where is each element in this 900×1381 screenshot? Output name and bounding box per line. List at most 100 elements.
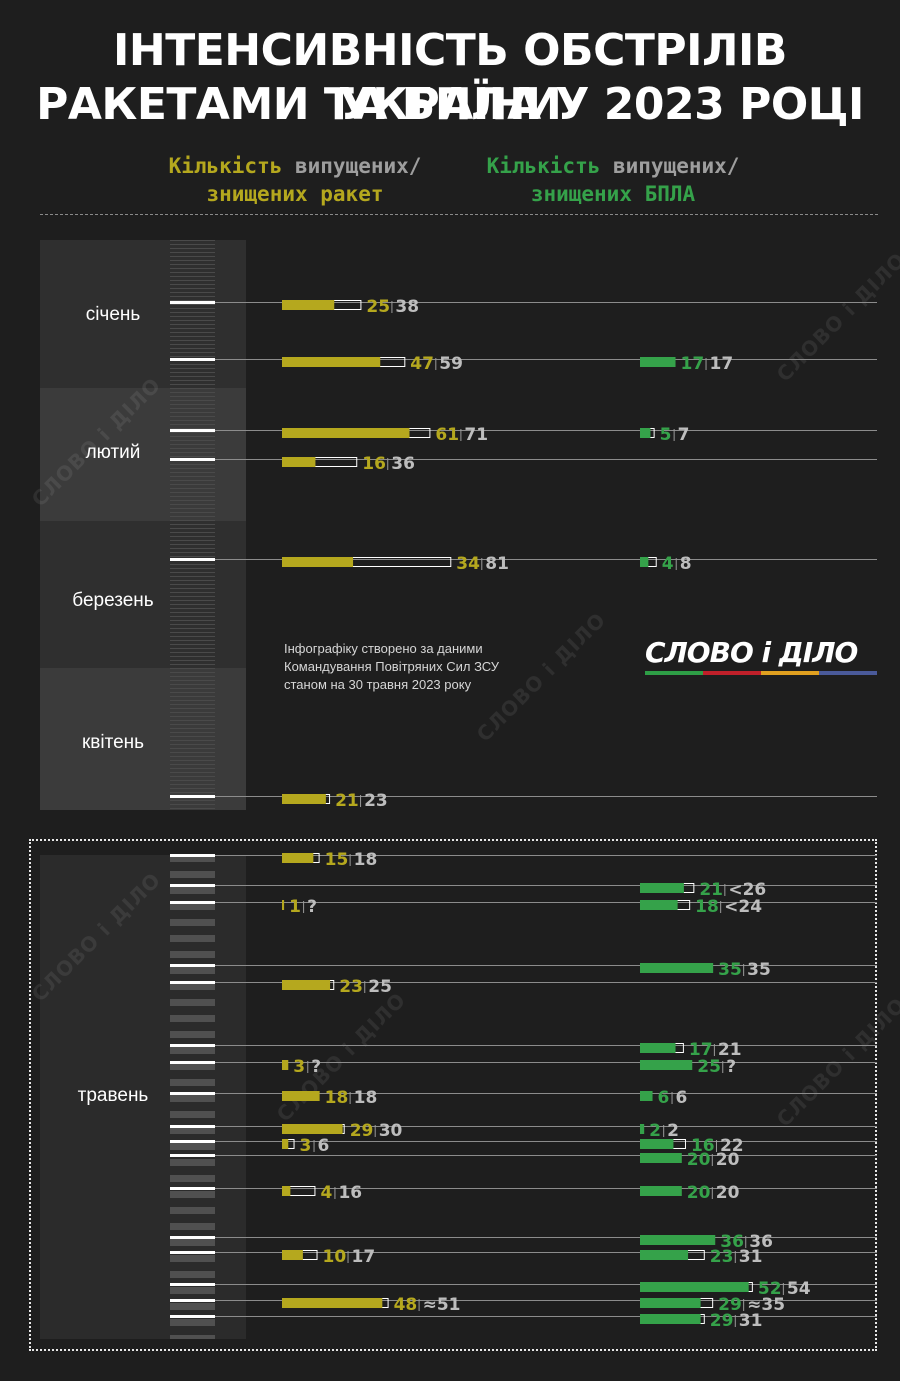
drone-value-divider — [705, 358, 707, 370]
drone-launched-label: 17 — [710, 354, 734, 374]
drone-value-divider — [743, 964, 745, 976]
attack-day-tick — [170, 1315, 215, 1318]
drone-destroyed-bar — [640, 1124, 645, 1134]
attack-day-tick — [170, 1251, 215, 1254]
attack-day-tick — [170, 884, 215, 887]
missile-value-divider — [391, 301, 393, 313]
drone-destroyed-bar — [640, 1314, 701, 1324]
attack-day-tick — [170, 1092, 215, 1095]
missile-launched-label: 17 — [352, 1247, 376, 1267]
missile-destroyed-label: 3 — [293, 1057, 305, 1077]
missile-destroyed-label: 21 — [335, 791, 359, 811]
missile-launched-label: 59 — [439, 354, 463, 374]
logo-stripe-segment — [761, 671, 819, 675]
logo-stripe-segment — [819, 671, 877, 675]
day-ruler-may — [170, 855, 215, 1339]
drone-value-divider — [720, 901, 722, 913]
legend-missiles: Кількість випущених/ знищених ракет — [150, 152, 440, 208]
missile-launched-label: 18 — [354, 1088, 378, 1108]
missile-destroyed-label: 23 — [339, 977, 363, 997]
missile-destroyed-bar — [282, 1250, 303, 1260]
drone-destroyed-bar — [640, 1282, 749, 1292]
missile-destroyed-bar — [282, 428, 410, 438]
missile-destroyed-bar — [282, 980, 331, 990]
day-ruler-jan-apr — [170, 240, 215, 810]
missile-value-divider — [307, 1061, 309, 1073]
drone-destroyed-label: 20 — [687, 1183, 711, 1203]
attack-day-tick — [170, 301, 215, 304]
attack-day-tick — [170, 458, 215, 461]
missile-value-divider — [347, 1251, 349, 1263]
missile-value-divider — [435, 358, 437, 370]
drone-value-divider — [734, 1315, 736, 1327]
attack-day-tick — [170, 901, 215, 904]
attack-day-tick — [170, 795, 215, 798]
drone-destroyed-bar — [640, 1250, 689, 1260]
drone-launched-label: 8 — [680, 554, 692, 574]
may-highlight-frame — [29, 839, 877, 1351]
drone-launched-label: <24 — [724, 897, 762, 917]
attack-day-tick — [170, 964, 215, 967]
brand-logo: СЛОВО і ДІЛО — [645, 636, 877, 675]
drone-destroyed-bar — [640, 1060, 693, 1070]
drone-destroyed-bar — [640, 428, 651, 438]
missile-value-divider — [374, 1125, 376, 1137]
source-note-line2: Командування Повітряних Сил ЗСУ — [284, 659, 500, 674]
attack-day-tick — [170, 1283, 215, 1286]
missile-launched-label: ≈51 — [423, 1295, 461, 1315]
drone-value-divider — [663, 1125, 665, 1137]
missile-launched-label: 81 — [485, 554, 509, 574]
missile-destroyed-label: 4 — [320, 1183, 332, 1203]
drone-value-divider — [675, 558, 677, 570]
missile-destroyed-label: 25 — [366, 297, 390, 317]
missile-launched-label: 16 — [338, 1183, 362, 1203]
missile-launched-label: ? — [311, 1057, 321, 1077]
drone-destroyed-label: 25 — [697, 1057, 721, 1077]
missile-value-divider — [349, 854, 351, 866]
drone-value-divider — [713, 1044, 715, 1056]
drone-destroyed-label: 4 — [662, 554, 674, 574]
drone-value-divider — [711, 1154, 713, 1166]
attack-day-tick — [170, 1299, 215, 1302]
missile-destroyed-label: 34 — [456, 554, 480, 574]
drone-launched-label: 54 — [787, 1279, 811, 1299]
legend-missiles-label-b: випущених/ — [282, 154, 422, 178]
attack-day-tick — [170, 981, 215, 984]
source-note-line3: станом на 30 травня 2023 року — [284, 677, 472, 692]
missile-destroyed-bar — [282, 853, 314, 863]
missile-value-divider — [364, 981, 366, 993]
month-label-jan: січень — [85, 304, 141, 325]
drone-launched-label: 22 — [720, 1136, 744, 1156]
drone-value-divider — [734, 1251, 736, 1263]
drone-destroyed-label: 21 — [699, 880, 723, 900]
drone-value-divider — [715, 1140, 717, 1152]
missile-launched-label: 18 — [354, 850, 378, 870]
brand-logo-stripe — [645, 671, 877, 675]
missile-value-divider — [360, 795, 362, 807]
drone-destroyed-bar — [640, 1298, 701, 1308]
month-label-apr: квітень — [81, 732, 145, 753]
brand-logo-text: СЛОВО і ДІЛО — [645, 636, 858, 669]
drone-destroyed-label: 29 — [718, 1295, 742, 1315]
missile-launched-label: ? — [307, 897, 317, 917]
drone-value-divider — [743, 1299, 745, 1311]
drone-destroyed-bar — [640, 1235, 716, 1245]
drone-destroyed-bar — [640, 1043, 676, 1053]
missile-destroyed-label: 29 — [350, 1121, 374, 1141]
drone-destroyed-bar — [640, 357, 676, 367]
missile-destroyed-label: 16 — [362, 454, 386, 474]
missile-launched-label: 6 — [318, 1136, 330, 1156]
missile-destroyed-bar — [282, 557, 354, 567]
missile-destroyed-bar — [282, 457, 316, 467]
missile-value-divider — [334, 1187, 336, 1199]
missile-launched-label: 25 — [368, 977, 392, 997]
drone-value-divider — [722, 1061, 724, 1073]
attack-day-tick — [170, 1236, 215, 1239]
missile-launched-label: 30 — [379, 1121, 403, 1141]
month-label-mar: березень — [72, 590, 154, 611]
missile-value-divider — [313, 1140, 315, 1152]
drone-destroyed-label: 17 — [689, 1040, 713, 1060]
drone-launched-label: ? — [726, 1057, 736, 1077]
attack-day-tick — [170, 1061, 215, 1064]
month-label-may: травень — [77, 1085, 149, 1106]
